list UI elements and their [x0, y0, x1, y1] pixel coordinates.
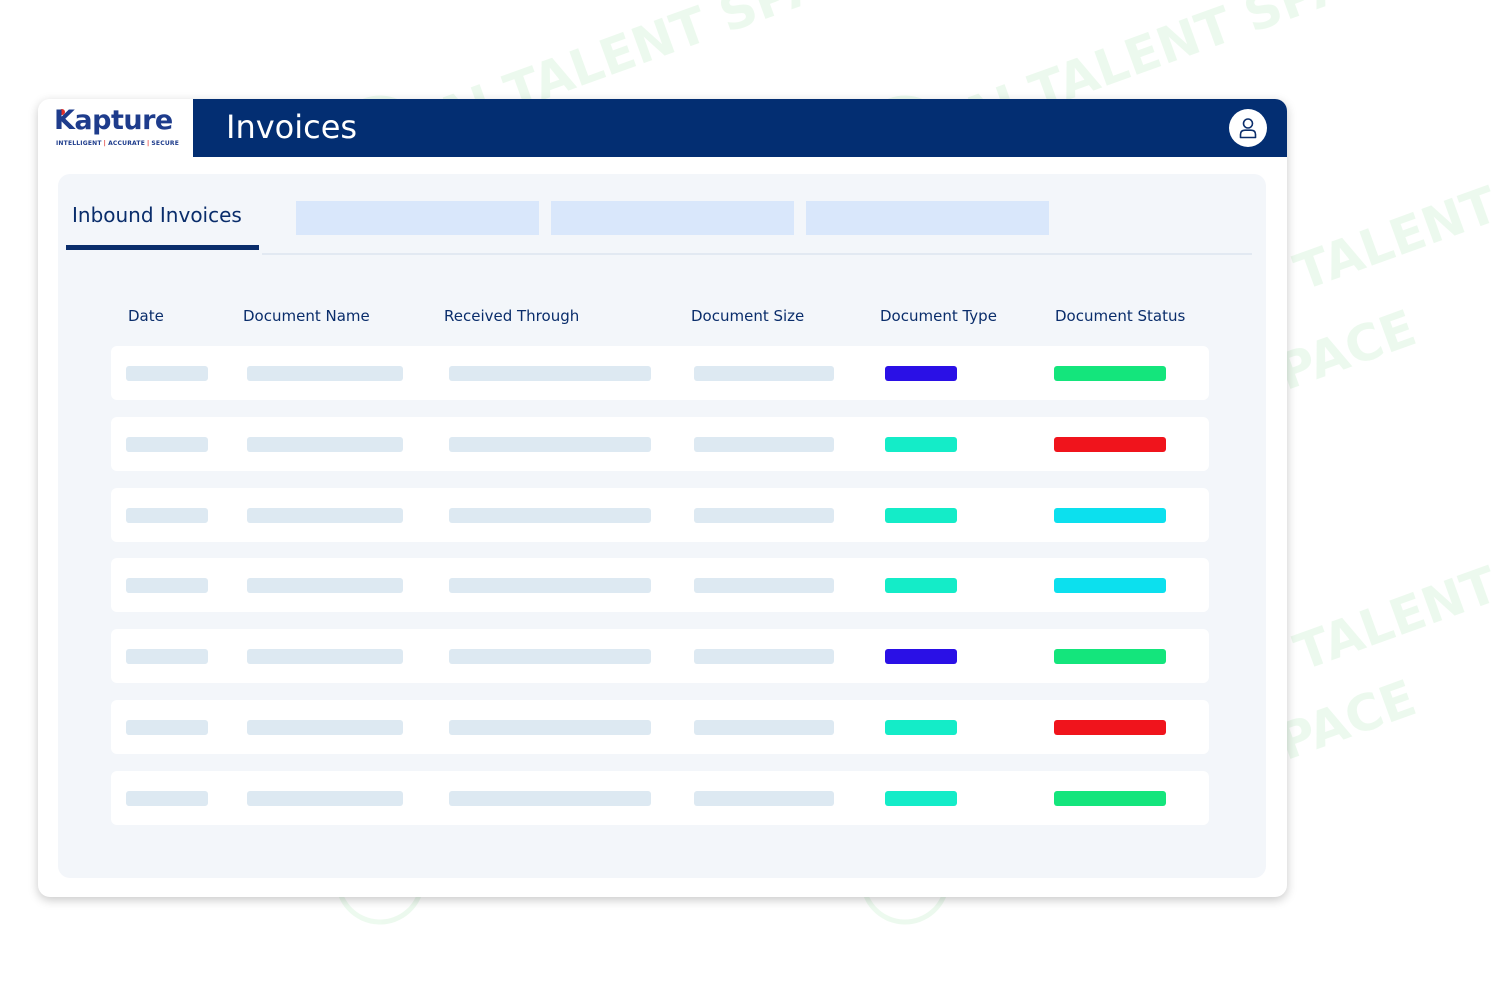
tagline-separator: |: [103, 140, 107, 147]
active-tab-indicator: [66, 245, 259, 250]
document-status-badge: [1054, 366, 1166, 381]
document-name-cell: [247, 790, 403, 806]
document-type-badge: [885, 507, 957, 523]
document-status-badge: [1054, 649, 1166, 665]
app-header: Kapture INTELLIGENT | ACCURATE | SECURE Invo…: [38, 99, 1287, 157]
tagline-separator: |: [147, 140, 150, 147]
document-status-badge: [1054, 790, 1166, 806]
tagline-part: SECURE: [151, 140, 180, 147]
table-row[interactable]: [111, 346, 1209, 400]
logo-dot-icon: [59, 109, 65, 115]
document-type-badge: [885, 790, 957, 806]
table-row[interactable]: [111, 770, 1209, 825]
column-header-document-name[interactable]: Document Name: [243, 307, 370, 325]
column-header-document-status[interactable]: Document Status: [1055, 307, 1186, 325]
tab-placeholder[interactable]: [806, 201, 1049, 235]
user-icon: [1239, 118, 1257, 139]
logo[interactable]: Kapture INTELLIGENT | ACCURATE | SECURE: [38, 99, 193, 157]
received-through-cell: [449, 649, 651, 665]
table-row[interactable]: [111, 487, 1209, 542]
document-name-cell: [247, 436, 403, 452]
logo-wordmark: Kapture: [54, 105, 173, 136]
date-cell: [126, 436, 208, 452]
document-type-badge: [885, 366, 957, 381]
date-cell: [126, 507, 208, 523]
tab-divider: [262, 253, 1252, 255]
document-name-cell: [247, 649, 403, 665]
column-header-document-type[interactable]: Document Type: [880, 307, 997, 325]
tab-placeholder[interactable]: [296, 201, 539, 235]
document-size-cell: [694, 507, 834, 523]
document-name-cell: [247, 366, 403, 381]
document-name-cell: [247, 507, 403, 523]
column-header-document-size[interactable]: Document Size: [691, 307, 805, 325]
page-title: Invoices: [226, 108, 358, 146]
tab-placeholder[interactable]: [551, 201, 794, 235]
document-status-badge: [1054, 578, 1166, 594]
document-size-cell: [694, 790, 834, 806]
column-header-date[interactable]: Date: [128, 307, 164, 325]
table-row[interactable]: [111, 558, 1209, 613]
document-type-badge: [885, 649, 957, 665]
document-type-badge: [885, 578, 957, 594]
logo-tagline: INTELLIGENT | ACCURATE | SECURE: [56, 140, 179, 147]
app-window: Kapture INTELLIGENT | ACCURATE | SECURE Invo…: [38, 99, 1287, 897]
document-name-cell: [247, 720, 403, 735]
date-cell: [126, 790, 208, 806]
document-type-badge: [885, 720, 957, 735]
document-status-badge: [1054, 507, 1166, 523]
tagline-part: ACCURATE: [108, 140, 145, 147]
table-row[interactable]: [111, 416, 1209, 471]
table-row[interactable]: [111, 629, 1209, 684]
tab-label: Inbound Invoices: [72, 203, 242, 227]
received-through-cell: [449, 578, 651, 594]
received-through-cell: [449, 507, 651, 523]
date-cell: [126, 649, 208, 665]
user-profile-button[interactable]: [1229, 109, 1267, 147]
document-size-cell: [694, 649, 834, 665]
received-through-cell: [449, 790, 651, 806]
document-status-badge: [1054, 720, 1166, 735]
tagline-part: INTELLIGENT: [56, 140, 102, 147]
column-header-received-through[interactable]: Received Through: [444, 307, 580, 325]
document-status-badge: [1054, 436, 1166, 452]
document-size-cell: [694, 578, 834, 594]
document-size-cell: [694, 720, 834, 735]
title-bar: Invoices: [193, 99, 1287, 157]
date-cell: [126, 366, 208, 381]
document-name-cell: [247, 578, 403, 594]
received-through-cell: [449, 436, 651, 452]
date-cell: [126, 720, 208, 735]
document-size-cell: [694, 436, 834, 452]
received-through-cell: [449, 366, 651, 381]
document-type-badge: [885, 436, 957, 452]
document-size-cell: [694, 366, 834, 381]
date-cell: [126, 578, 208, 594]
table-row[interactable]: [111, 700, 1209, 754]
received-through-cell: [449, 720, 651, 735]
tab-inbound-invoices[interactable]: Inbound Invoices: [66, 195, 259, 255]
